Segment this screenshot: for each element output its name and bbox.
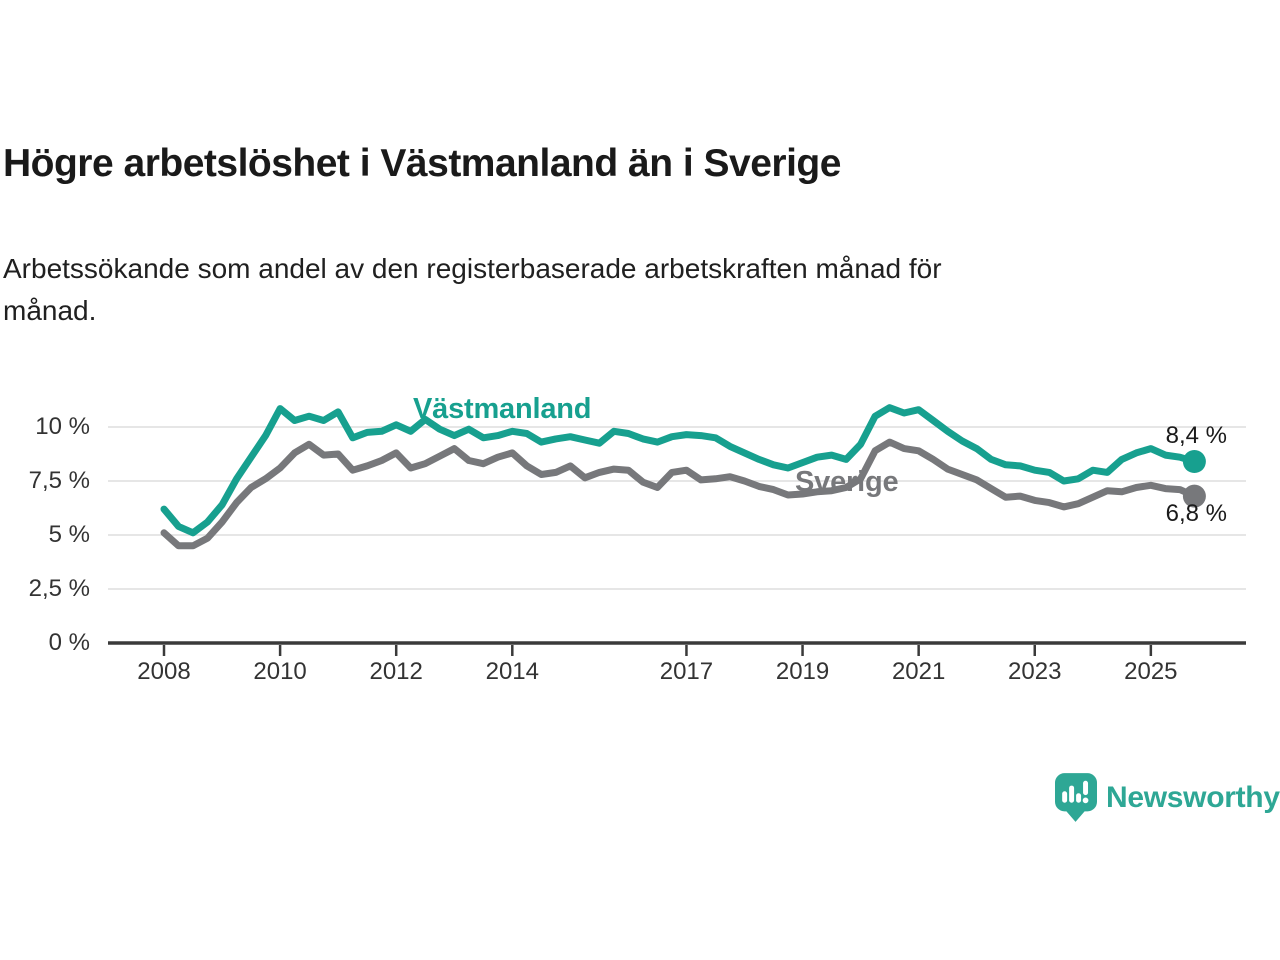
x-axis-label: 2025 [1124, 658, 1178, 685]
series-label-västmanland: Västmanland [413, 393, 592, 425]
series-end-dot-västmanland [1182, 450, 1206, 474]
y-axis-label: 2,5 % [28, 575, 90, 602]
x-axis-label: 2021 [891, 658, 946, 685]
y-axis-label: 0 % [48, 629, 90, 656]
chart-subtitle: Arbetssökande som andel av den registerb… [3, 248, 942, 332]
x-axis-label: 2014 [485, 658, 539, 685]
chart-subtitle-line-2: månad. [3, 295, 97, 326]
x-axis-label: 2008 [137, 658, 191, 685]
y-axis-label: 5 % [48, 521, 90, 548]
newsworthy-logo-icon [1055, 773, 1097, 822]
end-value-label-västmanland: 8,4 % [1165, 422, 1227, 449]
chart-subtitle-line-1: Arbetssökande som andel av den registerb… [3, 253, 942, 284]
x-axis-label: 2012 [369, 658, 423, 685]
series-label-sverige: Sverige [795, 466, 899, 498]
y-axis-label: 10 % [35, 413, 90, 440]
newsworthy-logo-text: Newsworthy [1106, 780, 1280, 814]
end-value-label-sverige: 6,8 % [1165, 500, 1227, 527]
newsworthy-logo: Newsworthy [1055, 773, 1280, 822]
logo-bars-icon [1062, 780, 1089, 804]
x-axis-label: 2010 [253, 658, 307, 685]
series-line-västmanland [160, 404, 1198, 537]
y-axis-label: 7,5 % [28, 467, 90, 494]
series-end-dot-sverige [1182, 484, 1206, 508]
series-line-sverige [160, 438, 1198, 550]
logo-bubble-shape [1055, 773, 1097, 822]
chart-title: Högre arbetslöshet i Västmanland än i Sv… [3, 142, 841, 185]
x-axis-label: 2023 [1008, 658, 1062, 685]
x-axis-label: 2019 [775, 658, 830, 685]
x-axis-label: 2017 [659, 658, 714, 685]
